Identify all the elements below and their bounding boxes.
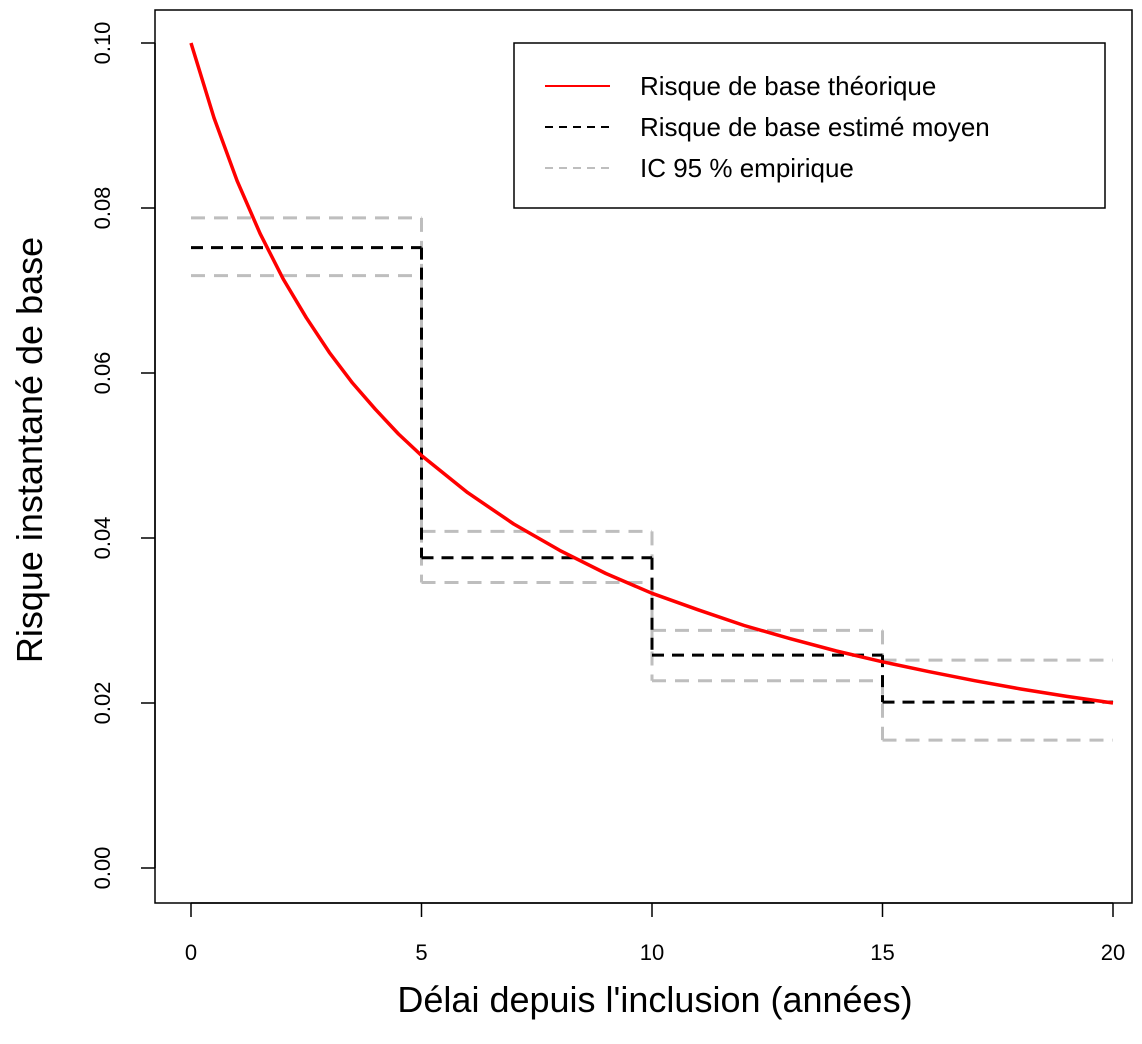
legend: Risque de base théorique Risque de base … bbox=[513, 42, 1106, 209]
y-tick-label: 0.02 bbox=[90, 682, 115, 725]
y-axis: 0.00 0.02 0.04 0.06 0.08 0.10 bbox=[90, 22, 156, 890]
x-axis-title: Délai depuis l'inclusion (années) bbox=[397, 979, 912, 1020]
legend-box bbox=[513, 42, 1106, 209]
x-tick-label: 5 bbox=[415, 940, 427, 965]
x-tick-label: 20 bbox=[1101, 940, 1125, 965]
legend-label-estimated: Risque de base estimé moyen bbox=[640, 112, 990, 142]
y-tick-label: 0.04 bbox=[90, 517, 115, 560]
y-tick-label: 0.08 bbox=[90, 187, 115, 230]
legend-label-ci: IC 95 % empirique bbox=[640, 153, 854, 183]
x-tick-label: 15 bbox=[870, 940, 894, 965]
x-axis: 0 5 10 15 20 bbox=[185, 902, 1125, 965]
data-layer bbox=[189, 42, 1114, 742]
x-tick-label: 10 bbox=[640, 940, 664, 965]
y-tick-label: 0.00 bbox=[90, 847, 115, 890]
x-tick-label: 0 bbox=[185, 940, 197, 965]
y-tick-label: 0.06 bbox=[90, 352, 115, 395]
legend-label-theoretical: Risque de base théorique bbox=[640, 71, 936, 101]
y-axis-title: Risque instantané de base bbox=[9, 237, 50, 663]
y-tick-label: 0.10 bbox=[90, 22, 115, 65]
theoretical-curve bbox=[189, 42, 1114, 705]
